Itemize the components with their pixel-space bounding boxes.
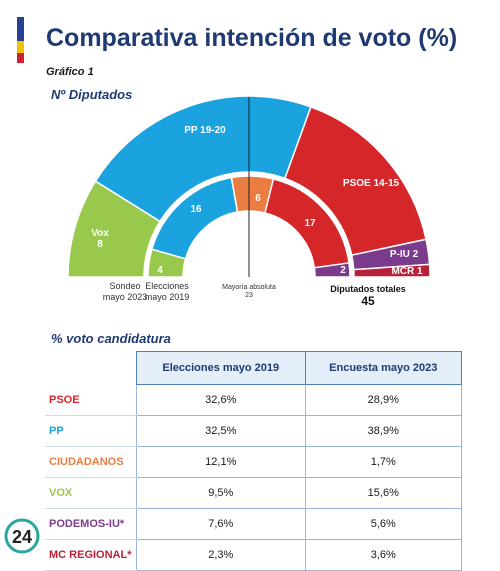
slice-label: PSOE 14-15 <box>343 178 400 189</box>
slice-label: 16 <box>190 204 202 215</box>
table-corner <box>45 352 137 385</box>
slice-mcr <box>352 263 431 278</box>
value-2019: 32,6% <box>136 384 306 416</box>
majority-label: Mayoría absoluta <box>222 284 276 291</box>
inner-caption-line1: Elecciones <box>145 281 189 291</box>
slice-label: MCR 1 <box>391 266 423 277</box>
slice-label: 17 <box>304 218 316 229</box>
slice-pp <box>94 95 312 223</box>
value-2019: 32,5% <box>136 415 306 447</box>
inner-ring-2019 <box>147 175 351 278</box>
graph-label: Gráfico 1 <box>46 66 94 78</box>
party-name: PODEMOS-IU* <box>45 508 137 540</box>
table-row: PP 32,5% 38,9% <box>45 415 463 447</box>
value-2023: 3,6% <box>304 539 463 571</box>
table-row: MC REGIONAL* 2,3% 3,6% <box>45 539 463 571</box>
slice-podemos <box>313 262 351 278</box>
slice-label: P-IU 2 <box>390 249 419 260</box>
party-name: CIUDADANOS <box>45 446 137 478</box>
outer-caption-line1: Sondeo <box>109 281 140 291</box>
slice-label: PP 19-20 <box>184 125 226 136</box>
value-2023: 15,6% <box>304 477 463 509</box>
outer-ring-2023 <box>67 95 431 278</box>
value-2023: 38,9% <box>304 415 463 447</box>
total-label: Diputados totales <box>330 284 406 294</box>
column-header-2019: Elecciones mayo 2019 <box>136 351 306 385</box>
majority-value: 23 <box>245 292 253 299</box>
brand-logo: 24 <box>4 518 40 554</box>
inner-caption-line2: mayo 2019 <box>145 292 190 302</box>
table-row: PODEMOS-IU* 7,6% 5,6% <box>45 508 463 540</box>
section-seats-title: Nº Diputados <box>51 87 133 102</box>
table-row: PSOE 32,6% 28,9% <box>45 384 463 416</box>
outer-caption-line2: mayo 2023 <box>103 292 148 302</box>
page-title: Comparativa intención de voto (%) <box>46 24 458 52</box>
value-2023: 1,7% <box>304 446 463 478</box>
party-name: PSOE <box>45 384 137 416</box>
slice-label: 4 <box>157 265 163 276</box>
section-vote-title: % voto candidatura <box>51 331 171 346</box>
party-name: MC REGIONAL* <box>45 539 137 571</box>
party-name: PP <box>45 415 137 447</box>
slice-label: 6 <box>255 193 261 204</box>
table-row: CIUDADANOS 12,1% 1,7% <box>45 446 463 478</box>
value-2023: 5,6% <box>304 508 463 540</box>
vote-table: Elecciones mayo 2019 Encuesta mayo 2023 … <box>45 351 463 571</box>
flag-decoration <box>17 17 24 63</box>
value-2019: 7,6% <box>136 508 306 540</box>
slice-label: 2 <box>340 265 346 276</box>
value-2019: 9,5% <box>136 477 306 509</box>
column-header-2023: Encuesta mayo 2023 <box>304 351 463 385</box>
logo-text: 24 <box>12 527 32 547</box>
slice-label: Vox <box>91 228 109 239</box>
value-2019: 12,1% <box>136 446 306 478</box>
table-row: VOX 9,5% 15,6% <box>45 477 463 509</box>
value-2019: 2,3% <box>136 539 306 571</box>
value-2023: 28,9% <box>304 384 463 416</box>
total-value: 45 <box>361 294 375 308</box>
party-name: VOX <box>45 477 137 509</box>
slice-label: 8 <box>97 239 103 250</box>
